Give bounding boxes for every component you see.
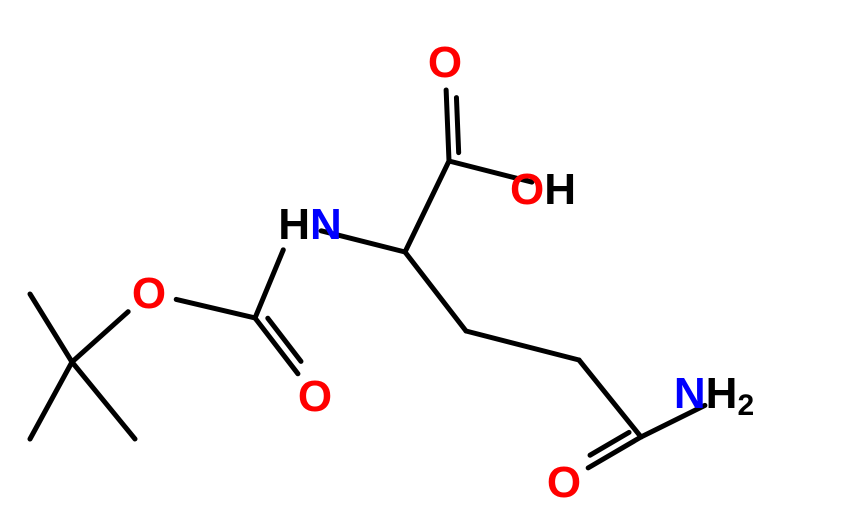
molecule-diagram: OOHHNOOONH2 [0, 0, 865, 509]
atom-label-nh: HN [278, 200, 342, 249]
atom-label-o2: O [298, 372, 332, 421]
atom-label-oh: OH [510, 165, 576, 214]
atom-label-o1: O [428, 38, 462, 87]
atom-label-o4: O [547, 458, 581, 507]
atom-label-o3: O [132, 269, 166, 318]
